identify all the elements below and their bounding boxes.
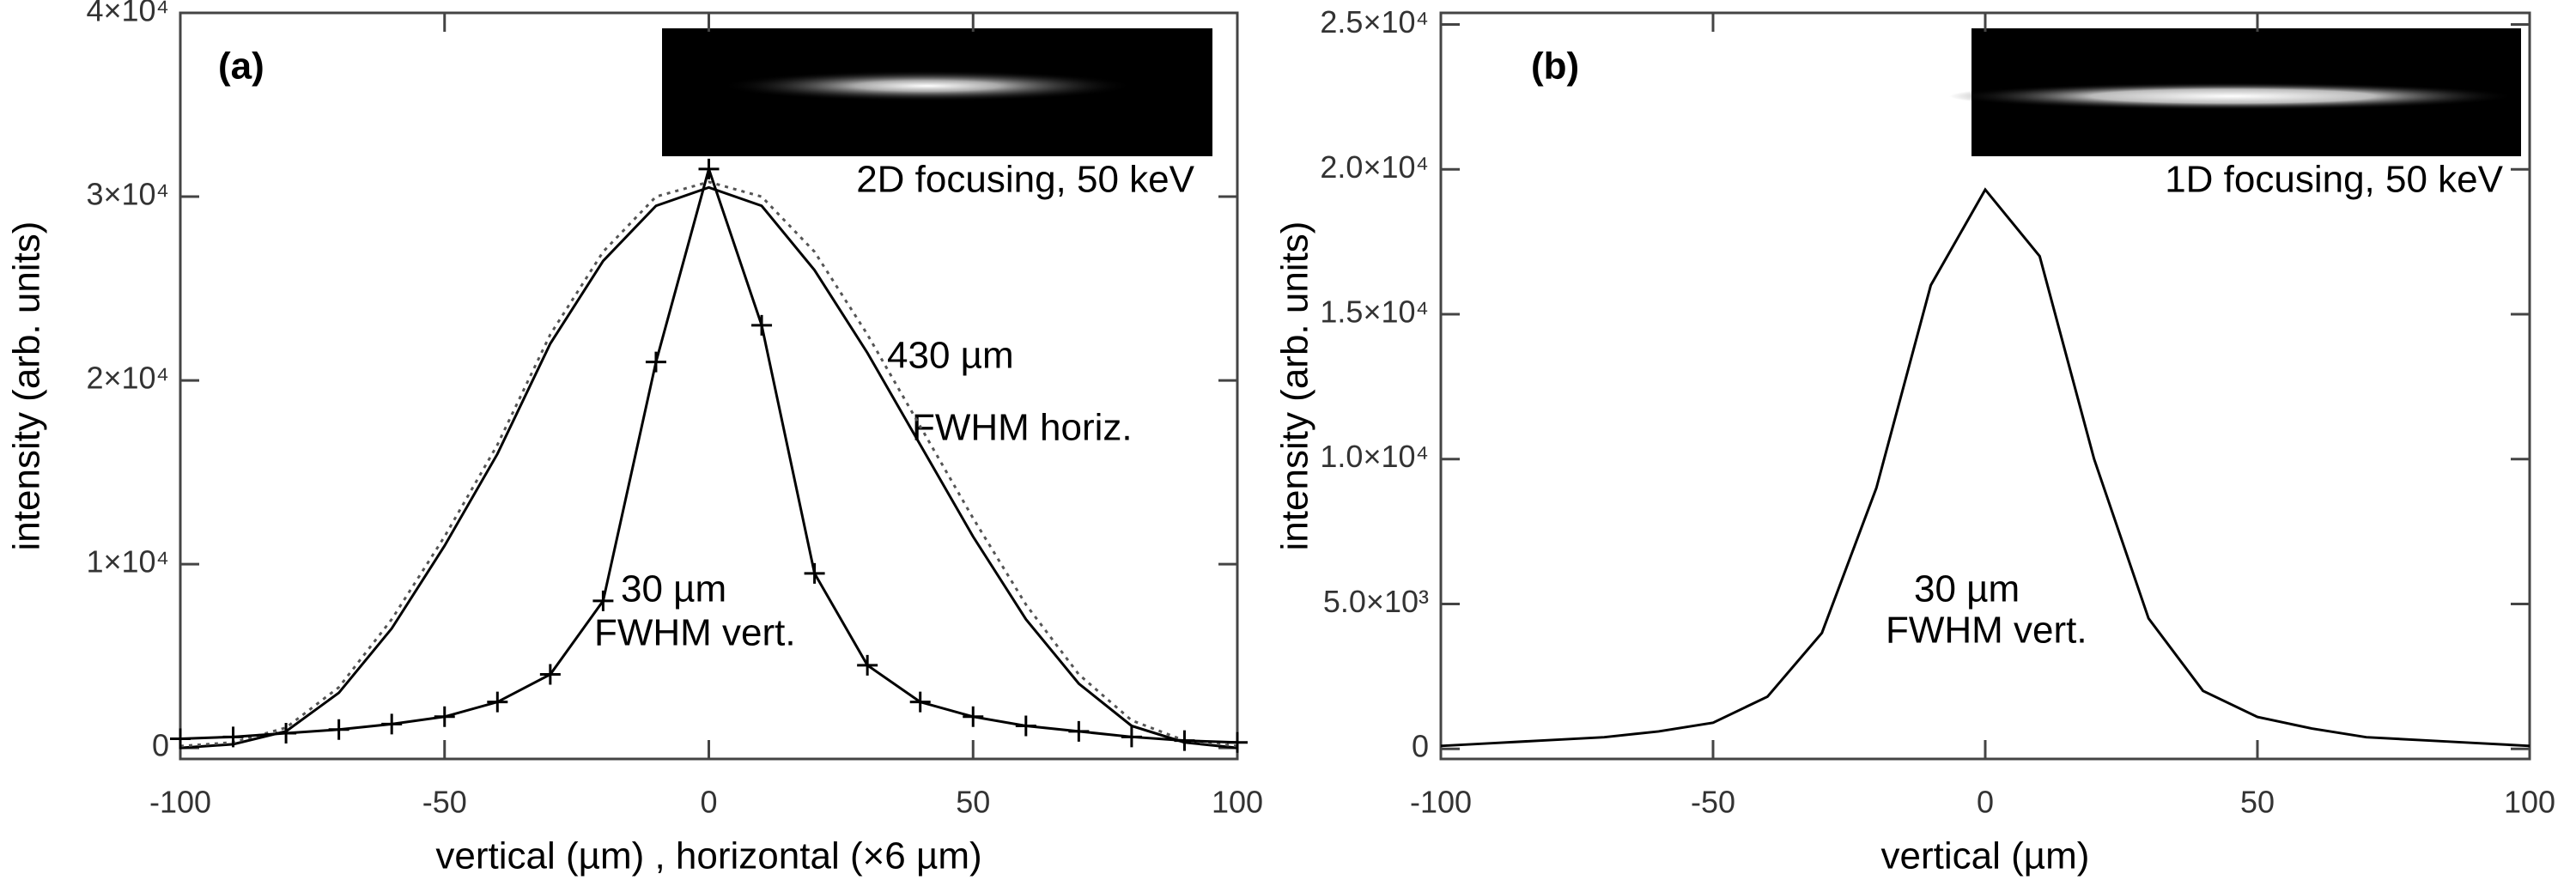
y-tick-label: 1.5×10⁴ — [1320, 294, 1429, 329]
x-axis-title: vertical (µm) — [1881, 835, 2090, 877]
plus-marker — [909, 691, 931, 713]
data-line — [1440, 187, 2530, 748]
x-tick-label: 50 — [2240, 785, 2275, 820]
y-tick-label: 2×10⁴ — [86, 361, 169, 396]
inset-caption: 2D focusing, 50 keV — [856, 159, 1194, 201]
annotation: 30 µm — [621, 568, 726, 610]
plus-marker — [698, 158, 720, 179]
plus-marker — [1174, 730, 1195, 751]
data-line — [179, 185, 1238, 750]
plus-marker — [328, 719, 349, 740]
y-tick-label: 0 — [152, 728, 169, 763]
x-tick-label: 100 — [2504, 785, 2555, 820]
plus-marker — [381, 713, 403, 735]
x-tick-label: 0 — [700, 785, 717, 820]
plus-marker — [592, 590, 614, 611]
plus-marker — [170, 728, 191, 750]
x-tick-label: 50 — [956, 785, 990, 820]
plus-marker — [751, 314, 773, 336]
plus-marker — [1121, 726, 1142, 748]
x-tick-label: 0 — [1977, 785, 1994, 820]
y-tick-label: 2.5×10⁴ — [1320, 4, 1429, 39]
y-tick-label: 1×10⁴ — [86, 544, 169, 580]
plus-marker — [1015, 715, 1036, 737]
x-tick-label: -100 — [1410, 785, 1472, 820]
x-tick-label: -50 — [1691, 785, 1735, 820]
x-tick-label: -100 — [149, 785, 211, 820]
panel-label: (a) — [218, 46, 264, 88]
x-axis-title: vertical (µm) , horizontal (×6 µm) — [435, 835, 981, 877]
y-tick-label: 1.0×10⁴ — [1320, 439, 1429, 474]
y-tick-label: 0 — [1412, 729, 1429, 764]
annotation: FWHM vert. — [594, 612, 796, 654]
x-tick-label: -50 — [422, 785, 467, 820]
inset-caption: 1D focusing, 50 keV — [2165, 159, 2503, 201]
annotation: 430 µm — [887, 335, 1014, 377]
panel-label: (b) — [1531, 46, 1579, 88]
plus-marker — [645, 351, 666, 373]
plus-marker — [1068, 720, 1090, 742]
annotation: FWHM horiz. — [912, 407, 1133, 449]
plus-marker — [857, 654, 878, 676]
y-tick-label: 4×10⁴ — [86, 0, 169, 28]
plus-marker — [222, 726, 244, 748]
plus-marker — [487, 691, 508, 713]
annotation: 30 µm — [1914, 568, 2020, 610]
inset-spot — [721, 70, 1133, 101]
y-tick-label: 5.0×10³ — [1323, 584, 1429, 619]
y-axis-title: intensity (arb. units) — [6, 222, 48, 551]
inset-spot — [1949, 82, 2516, 110]
data-line — [179, 164, 1238, 744]
y-tick-label: 2.0×10⁴ — [1320, 149, 1429, 185]
plus-marker — [539, 664, 561, 685]
x-tick-label: 100 — [1212, 785, 1263, 820]
plus-marker — [434, 706, 455, 727]
annotation: FWHM vert. — [1886, 610, 2087, 652]
plus-marker — [1227, 731, 1248, 753]
plus-marker — [276, 723, 297, 744]
y-tick-label: 3×10⁴ — [86, 177, 169, 212]
data-line — [179, 180, 1238, 748]
plus-marker — [963, 706, 984, 727]
plus-marker — [804, 562, 825, 584]
y-axis-title: intensity (arb. units) — [1274, 222, 1316, 551]
